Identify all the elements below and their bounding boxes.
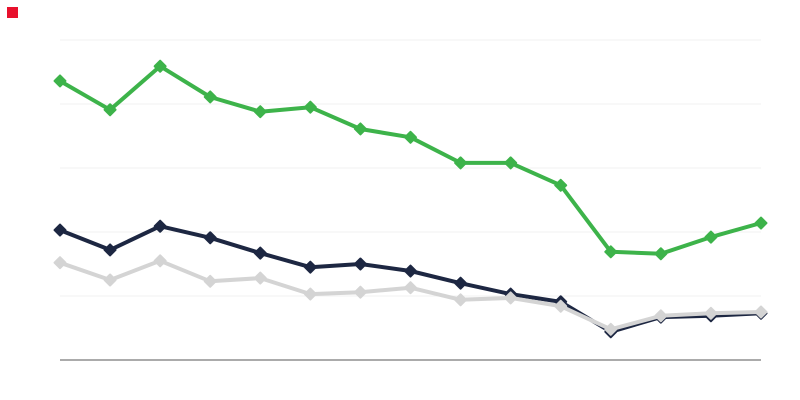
green-series-marker [554,178,568,192]
gray-series-marker [454,293,468,307]
gray-series-marker [203,274,217,288]
navy-series-marker [153,219,167,233]
green-series-marker [103,103,117,117]
navy-series-marker [53,223,67,237]
green-series-marker [704,230,718,244]
green-series-marker [654,247,668,261]
gray-series-marker [504,291,518,305]
gray-series-marker [303,287,317,301]
navy-series-marker [203,231,217,245]
gray-series-marker [654,309,668,323]
gray-series-marker [103,273,117,287]
gray-series-marker [253,271,267,285]
green-series-marker [153,59,167,73]
gray-series-marker [353,285,367,299]
series-group [53,59,768,339]
gray-series-marker [404,281,417,295]
navy-series-marker [303,260,317,274]
green-series-marker [404,130,417,144]
gray-series-marker [153,254,167,268]
gray-series-marker [554,299,568,313]
green-series-marker [53,74,67,88]
navy-series-marker [454,276,468,290]
gray-series-marker [53,256,67,270]
green-series-marker [454,156,468,170]
green-series-marker [754,216,768,230]
green-series-marker [203,90,217,104]
navy-series-marker [103,243,117,257]
navy-series-marker [353,257,367,271]
navy-series-marker [253,246,267,260]
navy-series-marker [404,264,417,278]
green-series-marker [353,122,367,136]
green-series-marker [303,100,317,114]
green-series-marker [253,105,267,119]
gray-series-marker [704,306,718,320]
green-series-marker [504,156,518,170]
gray-series-marker [754,305,768,319]
green-series-marker [604,245,618,259]
gray-series-marker [604,322,618,336]
red-square-indicator [7,7,18,18]
gridlines-group [60,39,761,297]
